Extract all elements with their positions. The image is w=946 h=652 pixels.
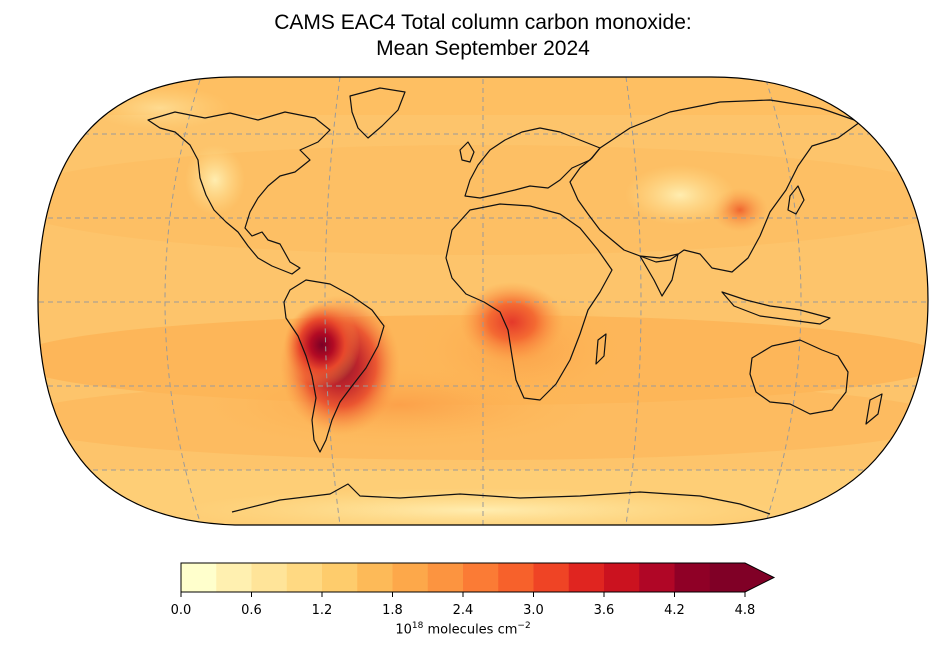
colorbar-tick-label: 4.2 bbox=[664, 603, 685, 618]
colorbar-tick-label: 1.8 bbox=[382, 603, 403, 618]
coast-north-america bbox=[147, 111, 331, 275]
coast-britain bbox=[459, 141, 475, 163]
colorbar-cell bbox=[392, 563, 429, 592]
colorbar bbox=[180, 562, 776, 597]
colorbar-cell bbox=[498, 563, 535, 592]
colorbar-cell bbox=[286, 563, 323, 592]
title-line-2: Mean September 2024 bbox=[376, 37, 590, 60]
plume-south-america-core bbox=[284, 303, 360, 387]
colorbar-cell bbox=[322, 563, 358, 592]
colorbar-cell bbox=[181, 563, 217, 592]
colorbar-cell bbox=[639, 563, 676, 592]
colorbar-cell bbox=[427, 563, 464, 592]
colorbar-outline bbox=[180, 562, 776, 593]
coast-new-zealand bbox=[865, 393, 883, 425]
light-tibetan-plateau bbox=[625, 165, 735, 225]
coast-antarctica bbox=[231, 483, 771, 515]
colorbar-cell bbox=[463, 563, 499, 592]
colorbar-cells bbox=[181, 563, 774, 592]
colorbar-cell bbox=[533, 563, 570, 592]
coast-madagascar bbox=[595, 333, 607, 365]
light-rocky-mountains bbox=[185, 145, 245, 215]
map-boundary bbox=[37, 76, 929, 526]
colorbar-tick-label: 1.2 bbox=[311, 603, 333, 618]
unit-power: −2 bbox=[517, 621, 531, 631]
colorbar-cell bbox=[674, 563, 711, 592]
coast-south-america bbox=[283, 279, 385, 453]
colorbar-tick-label: 0.0 bbox=[170, 603, 192, 618]
coast-japan bbox=[787, 185, 805, 215]
colorbar-tick-label: 4.8 bbox=[734, 603, 756, 618]
title-line-1: CAMS EAC4 Total column carbon monoxide: bbox=[274, 11, 692, 34]
colorbar-tick-label: 2.4 bbox=[452, 603, 474, 618]
unit-prefix: 10 bbox=[395, 622, 412, 638]
coastlines bbox=[147, 87, 883, 515]
colorbar-cell bbox=[251, 563, 288, 592]
coast-greenland bbox=[349, 87, 406, 139]
coast-africa bbox=[445, 203, 613, 401]
colorbar-cell bbox=[216, 563, 253, 592]
colorbar-cell bbox=[709, 563, 746, 592]
plume-africa bbox=[460, 282, 564, 362]
colorbar-tick-label: 3.0 bbox=[523, 603, 544, 618]
colorbar-extend-arrow bbox=[745, 563, 774, 592]
unit-text: molecules cm bbox=[427, 622, 518, 638]
colorbar-cell bbox=[357, 563, 394, 592]
colorbar-tick-label: 0.6 bbox=[241, 603, 262, 618]
colorbar-cell bbox=[604, 563, 640, 592]
colorbar-tick-label: 3.6 bbox=[593, 603, 615, 618]
colorbar-unit-label: 1018 molecules cm−2 bbox=[395, 621, 530, 637]
meridian-60w bbox=[324, 77, 341, 525]
coast-india bbox=[639, 253, 679, 297]
coast-asia bbox=[569, 99, 861, 273]
map-title: CAMS EAC4 Total column carbon monoxide: … bbox=[0, 10, 946, 62]
coast-australia bbox=[749, 339, 849, 415]
colorbar-ticks bbox=[180, 592, 746, 597]
colorbar-cell bbox=[568, 563, 605, 592]
world-map bbox=[37, 76, 929, 526]
coast-indonesia bbox=[721, 291, 831, 325]
light-arctic bbox=[90, 86, 230, 130]
light-antarctica bbox=[180, 488, 780, 525]
unit-exponent: 18 bbox=[411, 621, 424, 631]
meridian-60e bbox=[625, 77, 642, 525]
